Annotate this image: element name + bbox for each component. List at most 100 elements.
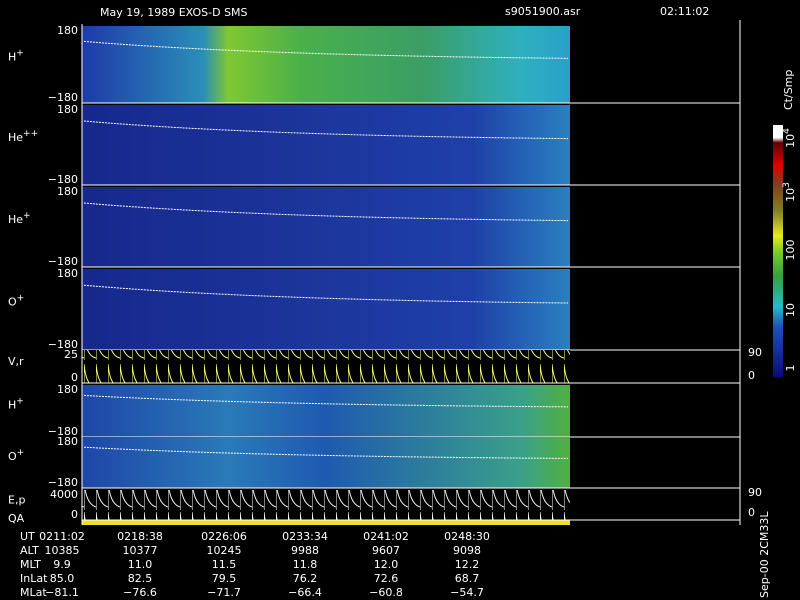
cell: −54.7 <box>450 586 484 599</box>
colorbar-label: Ct/Smp <box>782 70 795 110</box>
cell: 10377 <box>123 544 158 557</box>
cell: −76.6 <box>123 586 157 599</box>
colorbar-tick-label-sup: 4 <box>782 128 792 134</box>
cell: 68.7 <box>455 572 480 585</box>
panel <box>82 437 570 488</box>
panel-label-base: E,p <box>8 494 25 507</box>
cell: 9607 <box>372 544 400 557</box>
cell: 10385 <box>45 544 80 557</box>
qa-label: QA <box>8 512 25 525</box>
footer-code: Sep-00 2CM33L <box>758 511 771 598</box>
cell: 11.0 <box>128 558 153 571</box>
panel-label-sup: + <box>16 49 24 59</box>
panel-label-base: V,r <box>8 355 24 368</box>
trajectory <box>83 120 569 140</box>
panel-label-base: O <box>8 450 17 463</box>
cell: −81.1 <box>45 586 79 599</box>
cell: 79.5 <box>212 572 237 585</box>
cell: −60.8 <box>369 586 403 599</box>
panel-label-base: H <box>8 51 16 64</box>
y-bottom-label: −180 <box>48 91 78 104</box>
panel-label-base: H <box>8 398 16 411</box>
y2-top-label: 90 <box>748 346 762 359</box>
y-top-label: 180 <box>57 185 78 198</box>
colorbar-tick-label-sup: 3 <box>782 182 792 188</box>
y2-bottom-label: 0 <box>748 506 755 519</box>
row-label: MLT <box>20 558 41 571</box>
panel <box>82 26 570 103</box>
panel-label-sup: ++ <box>23 129 38 139</box>
colorbar-tick-label: 103 <box>782 182 797 202</box>
cell: 0241:02 <box>363 530 409 543</box>
y-bottom-label: 0 <box>71 508 78 521</box>
panel <box>82 105 570 185</box>
y-bottom-label: −180 <box>48 476 78 489</box>
y2-top-label: 90 <box>748 486 762 499</box>
trajectory <box>83 284 569 304</box>
panel-label: H+ <box>8 49 24 64</box>
panel <box>82 490 570 520</box>
colorbar-tick-label-base: 10 <box>784 303 797 317</box>
panel <box>82 350 570 383</box>
y-bottom-label: −180 <box>48 173 78 186</box>
cell: 0248:30 <box>444 530 490 543</box>
cell: 0218:38 <box>117 530 163 543</box>
y-top-label: 25 <box>64 348 78 361</box>
panel-label: He+ <box>8 211 31 226</box>
cell: 9.9 <box>53 558 71 571</box>
cell: 10245 <box>207 544 242 557</box>
colorbar-tick-label-base: 100 <box>784 240 797 261</box>
y-bottom-label: 0 <box>71 371 78 384</box>
cell: 9988 <box>291 544 319 557</box>
cell: 11.8 <box>293 558 318 571</box>
cell: −66.4 <box>288 586 322 599</box>
panel-label-sup: + <box>17 293 25 303</box>
y-top-label: 180 <box>57 267 78 280</box>
panel-label: He++ <box>8 129 38 144</box>
cell: 82.5 <box>128 572 153 585</box>
cell: 0226:06 <box>201 530 247 543</box>
y-bottom-label: −180 <box>48 255 78 268</box>
colorbar <box>773 125 783 377</box>
panel-label: E,p <box>8 494 25 507</box>
y-top-label: 4000 <box>50 488 78 501</box>
colorbar-tick-label: 10 <box>784 303 797 317</box>
cell: 12.2 <box>455 558 480 571</box>
panel-label-base: He <box>8 213 23 226</box>
title: May 19, 1989 EXOS-D SMS <box>100 6 248 19</box>
panel-label-sup: + <box>23 211 31 221</box>
panel-label-sup: + <box>17 448 25 458</box>
qa-bar <box>82 520 570 525</box>
panel-label: O+ <box>8 448 24 463</box>
trajectory <box>83 446 569 459</box>
y2-bottom-label: 0 <box>748 369 755 382</box>
colorbar-tick-label-base: 10 <box>784 134 797 148</box>
y-top-label: 180 <box>57 435 78 448</box>
cell: 9098 <box>453 544 481 557</box>
panel-label-base: He <box>8 131 23 144</box>
colorbar-tick-label-base: 10 <box>784 188 797 202</box>
colorbar-tick-label: 100 <box>784 240 797 261</box>
file-name: s9051900.asr <box>505 5 581 18</box>
row-label: MLat <box>20 586 47 599</box>
trajectory <box>83 202 569 222</box>
y-top-label: 180 <box>57 103 78 116</box>
time: 02:11:02 <box>660 5 709 18</box>
y-top-label: 180 <box>57 383 78 396</box>
cell: 12.0 <box>374 558 399 571</box>
panel-label: H+ <box>8 396 24 411</box>
cell: 85.0 <box>50 572 75 585</box>
trajectory <box>83 40 569 59</box>
cell: 0233:34 <box>282 530 328 543</box>
y-top-label: 180 <box>57 24 78 37</box>
trajectory <box>83 394 569 408</box>
colorbar-tick-label: 104 <box>782 128 797 148</box>
panel <box>82 187 570 267</box>
cell: 72.6 <box>374 572 399 585</box>
panel <box>82 385 570 437</box>
y-bottom-label: −180 <box>48 425 78 438</box>
cell: 0211:02 <box>39 530 85 543</box>
panel-label-base: O <box>8 295 17 308</box>
